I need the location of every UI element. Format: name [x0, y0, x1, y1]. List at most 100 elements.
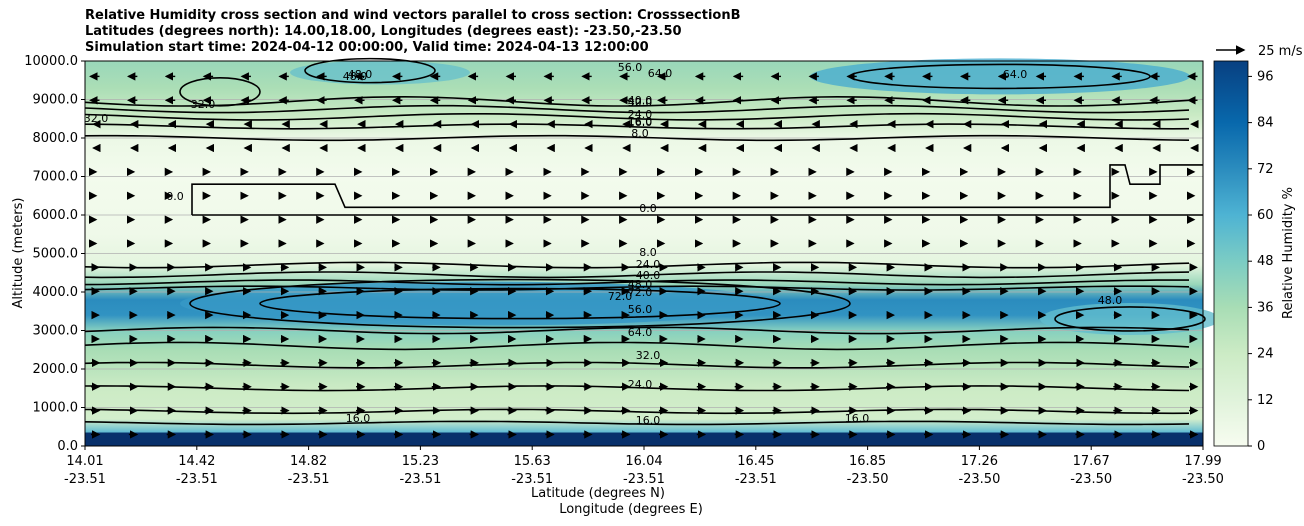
y-tick-label: 6000.0: [33, 208, 79, 223]
contour-label: 48.0: [1098, 294, 1123, 307]
colorbar: 0 12 24 36 48 60 72 84 96 Relative Humidity %: [1213, 60, 1296, 454]
x-tick-lat: 14.42: [178, 454, 215, 469]
y-tick-label: 5000.0: [33, 247, 79, 262]
contour-label: 40.0: [628, 94, 653, 107]
colorbar-tick-label: 72: [1257, 162, 1274, 177]
chart-title: Relative Humidity cross section and wind…: [85, 8, 741, 56]
contour-line: [84, 271, 1190, 279]
x-tick-lat: 15.63: [514, 454, 551, 469]
y-tick-label: 1000.0: [33, 401, 79, 416]
contour-label: 64.0: [628, 326, 653, 339]
x-tick-lon: -23.51: [623, 472, 665, 487]
x-tick-lat: 17.99: [1184, 454, 1221, 469]
contour-line-zero: [191, 164, 1203, 215]
y-tick-label: 9000.0: [33, 93, 79, 108]
contour-line-core: [189, 278, 851, 329]
contour-label: 24.0: [628, 378, 653, 391]
contour-line: [84, 134, 1190, 142]
y-tick-label: 8000.0: [33, 131, 79, 146]
x-tick-lat: 16.45: [737, 454, 774, 469]
contour-label: 24.0: [628, 108, 653, 121]
contour-label: 72.0: [628, 286, 653, 299]
contour-label: 64.0: [1003, 68, 1028, 81]
colorbar-tick-label: 0: [1257, 439, 1265, 454]
x-tick-lon: -23.51: [399, 472, 441, 487]
contour-label: 56.0: [628, 303, 653, 316]
colorbar-label: Relative Humidity %: [1281, 187, 1296, 319]
x-tick-lat: 16.04: [625, 454, 662, 469]
wind-vectors: [89, 72, 1199, 439]
contour-line-upper: [179, 77, 261, 107]
contour-label: 64.0: [648, 67, 673, 80]
contour-line: [84, 279, 1189, 286]
contour-label: 24.0: [636, 258, 661, 271]
title-line-1: Relative Humidity cross section and wind…: [85, 8, 741, 23]
colorbar-tick-label: 12: [1257, 393, 1274, 408]
x-axis-label-lat: Latitude (degrees N): [531, 486, 665, 501]
contour-label: 16.0: [628, 116, 653, 129]
contour-label: 8.0: [631, 127, 649, 140]
contour-line-core: [259, 287, 781, 320]
x-tick-lon: -23.50: [958, 472, 1000, 487]
title-line-2: Latitudes (degrees north): 14.00,18.00, …: [85, 24, 682, 39]
x-tick-lat: 17.67: [1073, 454, 1110, 469]
contour-label: 48.0: [628, 278, 653, 291]
x-tick-lon: -23.50: [847, 472, 889, 487]
y-tick-label: 4000.0: [33, 285, 79, 300]
contour-label: 16.0: [628, 115, 653, 128]
x-axis-label-lon: Longitude (degrees E): [559, 502, 703, 517]
colorbar-tick-label: 24: [1257, 347, 1274, 362]
x-tick-lat: 14.82: [290, 454, 327, 469]
y-tick-label: 2000.0: [33, 362, 79, 377]
contour-label: 16.0: [346, 412, 371, 425]
x-tick-lon: -23.51: [735, 472, 777, 487]
y-tick-label: 0.0: [57, 439, 78, 454]
contour-label: 0.0: [639, 202, 657, 215]
colorbar-tick-label: 96: [1257, 69, 1274, 84]
contour-line: [84, 420, 1190, 426]
x-tick-lon: -23.51: [288, 472, 330, 487]
y-tick-label: 10000.0: [24, 54, 78, 69]
contour-label: 32.0: [636, 349, 661, 362]
contour-label: 40.0: [628, 96, 653, 109]
contour-line: [84, 104, 1190, 114]
contour-label: 0.0: [166, 190, 184, 203]
x-tick-lat: 16.85: [849, 454, 886, 469]
contour-label: 40.0: [636, 269, 661, 282]
y-tick-label: 3000.0: [33, 324, 79, 339]
upper-moist-blob: [290, 60, 470, 85]
contour-label: 16.0: [636, 414, 661, 427]
x-tick-lat: 15.23: [402, 454, 439, 469]
colorbar-tick-label: 36: [1257, 300, 1274, 315]
title-line-3: Simulation start time: 2024-04-12 00:00:…: [85, 40, 649, 55]
contour-label: 16.0: [845, 412, 870, 425]
x-tick-lon: -23.50: [1182, 472, 1224, 487]
surface-moist-band: [85, 432, 1203, 446]
x-tick-lon: -23.51: [64, 472, 106, 487]
y-tick-label: 7000.0: [33, 170, 79, 185]
contour-label: 48.0: [348, 68, 373, 81]
colorbar-tick-label: 48: [1257, 254, 1274, 269]
contour-line: [84, 341, 1190, 351]
contour-label: 8.0: [639, 246, 657, 259]
colorbar-scale: [1213, 60, 1249, 447]
axes: 0.01000.02000.03000.04000.05000.06000.07…: [11, 44, 1303, 517]
x-tick-lon: -23.50: [1070, 472, 1112, 487]
x-tick-lat: 17.26: [961, 454, 998, 469]
contour-label: 32.0: [628, 96, 653, 109]
colorbar-tick-label: 84: [1257, 116, 1274, 131]
contour-line: [84, 326, 1190, 335]
contour-line: [84, 95, 1190, 107]
contour-label: 56.0: [618, 61, 643, 74]
contour-label: 72.0: [608, 290, 633, 303]
contour-line: [84, 112, 1190, 121]
quiver-key-label: 25 m/s: [1258, 44, 1303, 59]
x-tick-lat: 14.01: [66, 454, 103, 469]
contour-line-core: [1054, 306, 1206, 332]
x-tick-lon: -23.51: [176, 472, 218, 487]
contour-label: 32.0: [84, 112, 109, 125]
x-tick-lon: -23.51: [511, 472, 553, 487]
contour-line-upper: [304, 57, 436, 84]
colorbar-tick-label: 60: [1257, 208, 1274, 223]
